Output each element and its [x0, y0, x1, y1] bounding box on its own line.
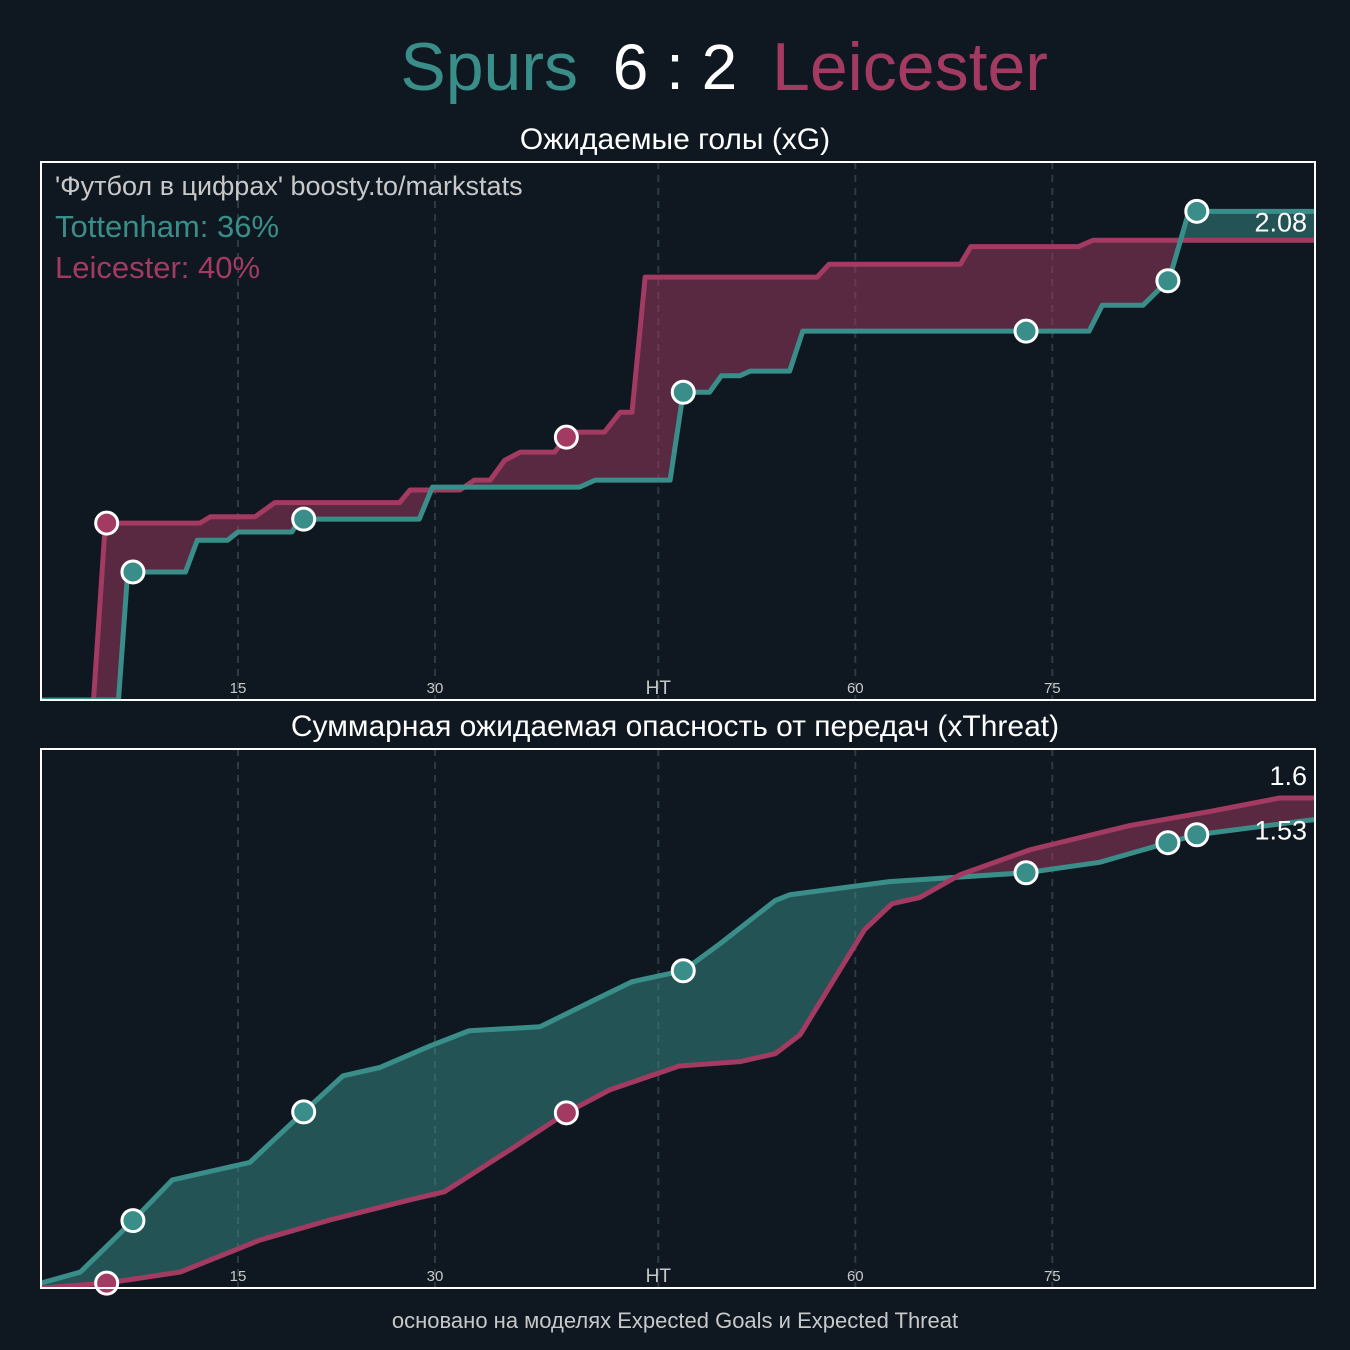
x-tick-label: 60	[847, 680, 864, 697]
x-tick-label: 30	[427, 1268, 444, 1285]
end-label: 1.6	[1269, 761, 1307, 791]
end-label: 1.53	[1254, 816, 1307, 846]
goal-marker	[1013, 318, 1039, 344]
goal-marker	[1184, 198, 1210, 224]
goal-marker	[120, 1208, 146, 1234]
away-team: Leicester	[772, 29, 1048, 105]
x-tick-label: 75	[1044, 1268, 1061, 1285]
x-tick-label: 15	[230, 1268, 247, 1285]
goal-marker	[94, 1270, 120, 1296]
frame	[40, 748, 1316, 1289]
goal-marker	[291, 1099, 317, 1125]
goal-marker	[670, 379, 696, 405]
goal-marker	[291, 506, 317, 532]
x-tick-label: 30	[427, 680, 444, 697]
panel-title: Ожидаемые голы (xG)	[520, 123, 830, 156]
end-label: 2.08	[1254, 207, 1307, 237]
goal-marker	[120, 559, 146, 585]
x-tick-label: HT	[646, 678, 672, 699]
x-tick-label: HT	[646, 1266, 672, 1287]
line	[41, 795, 1315, 1288]
line	[41, 237, 1315, 700]
goal-marker	[1013, 860, 1039, 886]
goal-marker	[553, 1100, 579, 1126]
goal-marker	[1155, 268, 1181, 294]
score: 6 : 2	[613, 31, 738, 103]
goal-marker	[1184, 822, 1210, 848]
x-tick-label: 15	[230, 680, 247, 697]
annotation: 'Футбол в цифрах' boosty.to/markstats	[55, 171, 523, 201]
line	[41, 816, 1315, 1286]
goal-marker	[553, 424, 579, 450]
goal-marker	[94, 510, 120, 536]
frame	[40, 161, 1316, 701]
line	[41, 208, 1315, 700]
goal-marker	[670, 958, 696, 984]
annotation: Tottenham: 36%	[55, 209, 279, 244]
footer: основано на моделях Expected Goals и Exp…	[392, 1308, 958, 1333]
goal-marker	[1155, 830, 1181, 856]
annotation: Leicester: 40%	[55, 250, 260, 285]
x-tick-label: 60	[847, 1268, 864, 1285]
panel-title: Суммарная ожидаемая опасность от передач…	[291, 710, 1059, 743]
x-tick-label: 75	[1044, 680, 1061, 697]
home-team: Spurs	[400, 29, 578, 105]
